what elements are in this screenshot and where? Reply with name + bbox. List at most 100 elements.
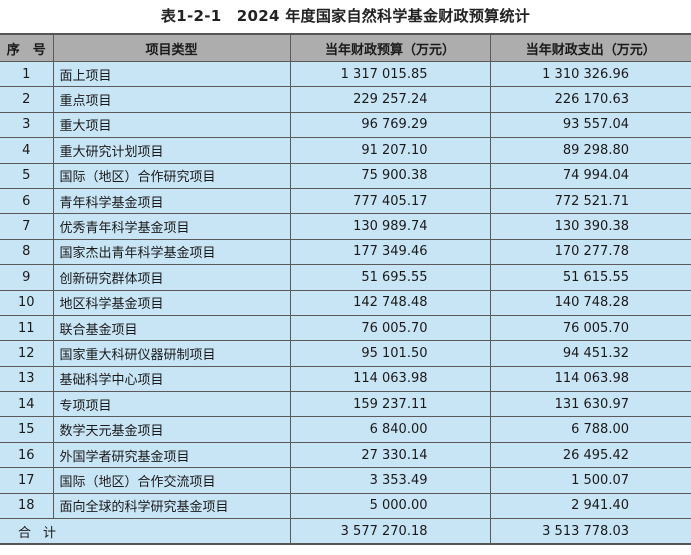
row-project-type: 重大项目 bbox=[52, 111, 291, 139]
table-row: 7 优秀青年科学基金项目 130 989.74 130 390.38 bbox=[0, 213, 691, 240]
row-budget: 130 989.74 bbox=[289, 213, 491, 240]
row-project-type: 优秀青年科学基金项目 bbox=[52, 213, 291, 240]
header-row: 序 号 项目类型 当年财政预算（万元） 当年财政支出（万元） bbox=[0, 34, 691, 62]
header-budget: 当年财政预算（万元） bbox=[289, 34, 491, 62]
row-project-type: 数学天元基金项目 bbox=[52, 416, 291, 443]
row-project-type: 重点项目 bbox=[52, 86, 291, 113]
table-row: 13 基础科学中心项目 114 063.98 114 063.98 bbox=[0, 365, 691, 393]
row-number: 8 bbox=[0, 238, 54, 266]
row-number: 7 bbox=[0, 213, 54, 240]
row-project-type: 国家杰出青年科学基金项目 bbox=[52, 238, 291, 266]
row-number: 18 bbox=[0, 492, 54, 520]
row-number: 4 bbox=[0, 137, 54, 164]
row-budget: 75 900.38 bbox=[289, 162, 491, 189]
row-expense: 140 748.28 bbox=[489, 289, 691, 316]
row-expense: 76 005.70 bbox=[489, 314, 691, 342]
table-row: 8 国家杰出青年科学基金项目 177 349.46 170 277.78 bbox=[0, 238, 691, 266]
total-row: 合计 3 577 270.18 3 513 778.03 bbox=[0, 518, 691, 545]
row-budget: 6 840.00 bbox=[289, 416, 491, 443]
row-expense: 93 557.04 bbox=[489, 111, 691, 139]
row-number: 5 bbox=[0, 162, 54, 189]
row-number: 14 bbox=[0, 391, 54, 418]
row-expense: 170 277.78 bbox=[489, 238, 691, 266]
row-budget: 95 101.50 bbox=[289, 340, 491, 367]
table-row: 10 地区科学基金项目 142 748.48 140 748.28 bbox=[0, 289, 691, 316]
row-expense: 131 630.97 bbox=[489, 391, 691, 418]
row-number: 17 bbox=[0, 467, 54, 494]
row-number: 11 bbox=[0, 314, 54, 342]
table-row: 16 外国学者研究基金项目 27 330.14 26 495.42 bbox=[0, 441, 691, 469]
total-label: 合计 bbox=[0, 518, 291, 545]
table-row: 15 数学天元基金项目 6 840.00 6 788.00 bbox=[0, 416, 691, 443]
row-project-type: 重大研究计划项目 bbox=[52, 137, 291, 164]
table-row: 3 重大项目 96 769.29 93 557.04 bbox=[0, 111, 691, 139]
header-no: 序 号 bbox=[0, 34, 54, 62]
row-expense: 226 170.63 bbox=[489, 86, 691, 113]
row-budget: 229 257.24 bbox=[289, 86, 491, 113]
row-budget: 27 330.14 bbox=[289, 441, 491, 469]
row-project-type: 基础科学中心项目 bbox=[52, 365, 291, 393]
row-budget: 114 063.98 bbox=[289, 365, 491, 393]
row-project-type: 面向全球的科学研究基金项目 bbox=[52, 492, 291, 520]
row-budget: 96 769.29 bbox=[289, 111, 491, 139]
row-expense: 51 615.55 bbox=[489, 264, 691, 291]
row-budget: 777 405.17 bbox=[289, 187, 491, 215]
row-expense: 114 063.98 bbox=[489, 365, 691, 393]
row-expense: 6 788.00 bbox=[489, 416, 691, 443]
row-expense: 1 310 326.96 bbox=[489, 60, 691, 88]
row-project-type: 国家重大科研仪器研制项目 bbox=[52, 340, 291, 367]
row-number: 2 bbox=[0, 86, 54, 113]
row-project-type: 国际（地区）合作交流项目 bbox=[52, 467, 291, 494]
row-number: 12 bbox=[0, 340, 54, 367]
row-expense: 74 994.04 bbox=[489, 162, 691, 189]
table-row: 4 重大研究计划项目 91 207.10 89 298.80 bbox=[0, 137, 691, 164]
table-row: 6 青年科学基金项目 777 405.17 772 521.71 bbox=[0, 187, 691, 215]
table-row: 18 面向全球的科学研究基金项目 5 000.00 2 941.40 bbox=[0, 492, 691, 520]
row-number: 6 bbox=[0, 187, 54, 215]
table-row: 1 面上项目 1 317 015.85 1 310 326.96 bbox=[0, 60, 691, 88]
total-expense: 3 513 778.03 bbox=[489, 518, 691, 545]
table-row: 11 联合基金项目 76 005.70 76 005.70 bbox=[0, 314, 691, 342]
row-number: 1 bbox=[0, 60, 54, 88]
table-row: 12 国家重大科研仪器研制项目 95 101.50 94 451.32 bbox=[0, 340, 691, 367]
row-number: 16 bbox=[0, 441, 54, 469]
row-project-type: 国际（地区）合作研究项目 bbox=[52, 162, 291, 189]
row-budget: 177 349.46 bbox=[289, 238, 491, 266]
row-expense: 89 298.80 bbox=[489, 137, 691, 164]
row-project-type: 联合基金项目 bbox=[52, 314, 291, 342]
row-expense: 94 451.32 bbox=[489, 340, 691, 367]
row-budget: 159 237.11 bbox=[289, 391, 491, 418]
row-expense: 26 495.42 bbox=[489, 441, 691, 469]
table-row: 9 创新研究群体项目 51 695.55 51 615.55 bbox=[0, 264, 691, 291]
row-number: 9 bbox=[0, 264, 54, 291]
table-row: 5 国际（地区）合作研究项目 75 900.38 74 994.04 bbox=[0, 162, 691, 189]
row-expense: 2 941.40 bbox=[489, 492, 691, 520]
row-budget: 5 000.00 bbox=[289, 492, 491, 520]
row-expense: 130 390.38 bbox=[489, 213, 691, 240]
row-budget: 1 317 015.85 bbox=[289, 60, 491, 88]
row-budget: 91 207.10 bbox=[289, 137, 491, 164]
row-project-type: 面上项目 bbox=[52, 60, 291, 88]
row-number: 15 bbox=[0, 416, 54, 443]
row-number: 13 bbox=[0, 365, 54, 393]
row-budget: 76 005.70 bbox=[289, 314, 491, 342]
row-number: 3 bbox=[0, 111, 54, 139]
row-expense: 772 521.71 bbox=[489, 187, 691, 215]
row-project-type: 地区科学基金项目 bbox=[52, 289, 291, 316]
table-row: 2 重点项目 229 257.24 226 170.63 bbox=[0, 86, 691, 113]
row-budget: 51 695.55 bbox=[289, 264, 491, 291]
row-number: 10 bbox=[0, 289, 54, 316]
row-budget: 142 748.48 bbox=[289, 289, 491, 316]
header-type: 项目类型 bbox=[52, 34, 291, 62]
table-title: 表1-2-1 2024 年度国家自然科学基金财政预算统计 bbox=[160, 7, 531, 25]
budget-table: 序 号 项目类型 当年财政预算（万元） 当年财政支出（万元） 1 面上项目 1 31… bbox=[0, 33, 691, 546]
row-project-type: 专项项目 bbox=[52, 391, 291, 418]
row-project-type: 外国学者研究基金项目 bbox=[52, 441, 291, 469]
total-budget: 3 577 270.18 bbox=[289, 518, 491, 545]
row-expense: 1 500.07 bbox=[489, 467, 691, 494]
header-expense: 当年财政支出（万元） bbox=[489, 34, 691, 62]
row-budget: 3 353.49 bbox=[289, 467, 491, 494]
row-project-type: 创新研究群体项目 bbox=[52, 264, 291, 291]
row-project-type: 青年科学基金项目 bbox=[52, 187, 291, 215]
table-row: 17 国际（地区）合作交流项目 3 353.49 1 500.07 bbox=[0, 467, 691, 494]
